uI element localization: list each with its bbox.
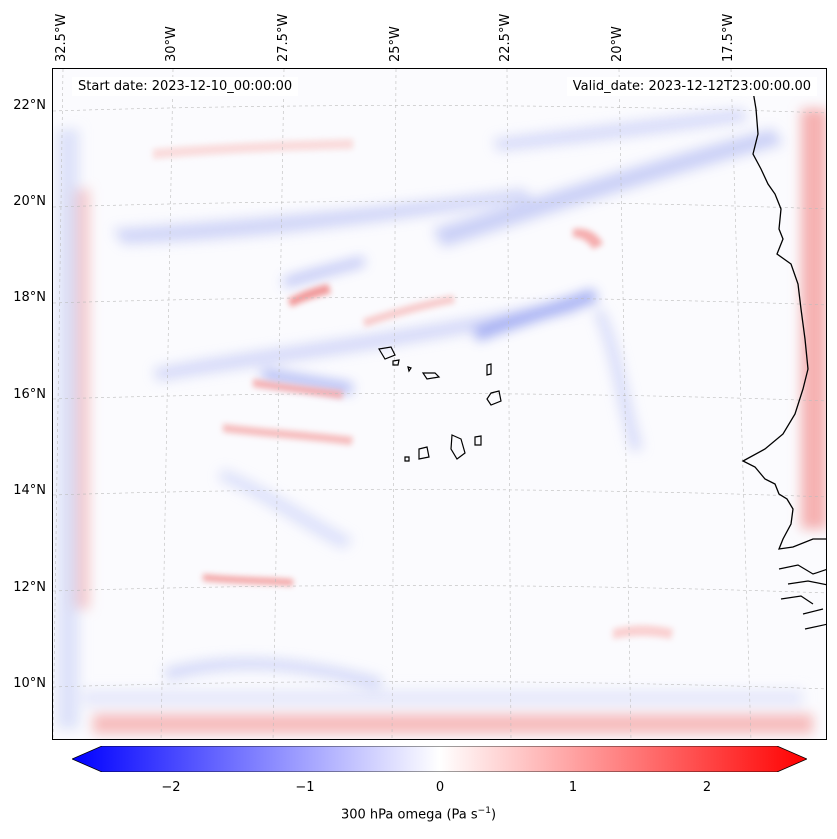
colorbar-tick-2: 2 — [702, 780, 712, 795]
lat-label-16n: 16°N — [13, 387, 46, 402]
red-streaks — [153, 139, 673, 639]
lon-label-22-5w: 22.5°W — [498, 13, 513, 62]
map-panel — [52, 68, 827, 740]
lon-label-20w: 20°W — [610, 26, 625, 62]
valid-date-label: Valid_date: 2023-12-12T23:00:00.00 — [566, 77, 817, 96]
colorbar — [72, 746, 807, 772]
boundary-bands — [57, 109, 826, 734]
lon-label-25w: 25°W — [388, 26, 403, 62]
coastline-senegambia-south — [778, 564, 826, 630]
map-background — [53, 69, 826, 739]
cape-verde-islands — [378, 346, 502, 462]
lon-label-30w: 30°W — [164, 26, 179, 62]
colorbar-body — [72, 746, 807, 772]
lat-label-20n: 20°N — [13, 194, 46, 209]
coastline-west-africa — [741, 90, 826, 550]
lon-label-27-5w: 27.5°W — [276, 13, 291, 62]
lat-label-14n: 14°N — [13, 483, 46, 498]
graticule — [53, 69, 826, 739]
lat-label-22n: 22°N — [13, 98, 46, 113]
lon-label-32-5w: 32.5°W — [54, 13, 69, 62]
lat-label-10n: 10°N — [13, 676, 46, 691]
start-date-label: Start date: 2023-12-10_00:00:00 — [72, 77, 299, 96]
omega-field-map — [53, 69, 826, 739]
colorbar-label: 300 hPa omega (Pa s−1) — [340, 806, 497, 823]
colorbar-tick-0: 0 — [435, 780, 445, 795]
lon-label-17-5w: 17.5°W — [721, 13, 736, 62]
blue-streaks — [113, 109, 783, 691]
colorbar-tick-neg1: −1 — [295, 780, 315, 795]
lat-label-18n: 18°N — [13, 290, 46, 305]
lat-label-12n: 12°N — [13, 580, 46, 595]
colorbar-tick-neg2: −2 — [161, 780, 181, 795]
colorbar-tick-1: 1 — [568, 780, 578, 795]
